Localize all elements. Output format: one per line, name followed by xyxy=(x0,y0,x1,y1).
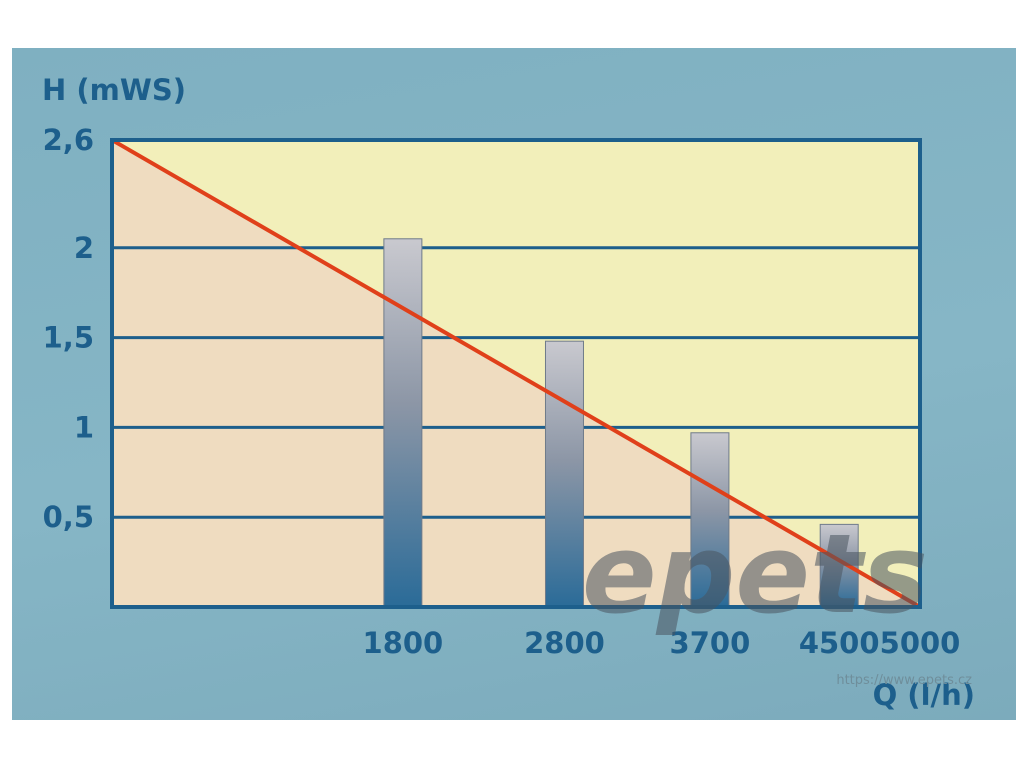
y-tick-0,5: 0,5 xyxy=(43,500,94,534)
watermark-logo: epets xyxy=(582,510,928,638)
grid-lines xyxy=(112,246,920,519)
x-tick-4500: 4500 xyxy=(799,626,880,660)
bar-3700 xyxy=(690,432,730,608)
bar-2800 xyxy=(544,340,584,608)
y-tick-1: 1 xyxy=(74,410,94,444)
y-tick-1,5: 1,5 xyxy=(43,321,94,355)
bar-group xyxy=(383,238,859,608)
plot-frame-group xyxy=(110,138,922,609)
y-tick-2,6: 2,6 xyxy=(43,123,94,157)
y-axis-label: H (mWS) xyxy=(42,73,186,107)
curve-group xyxy=(110,138,922,609)
watermark-url: https://www.epets.cz xyxy=(836,673,972,688)
bar-1800 xyxy=(383,238,423,608)
x-axis-label: Q (l/h) xyxy=(873,678,975,712)
x-tick-3700: 3700 xyxy=(670,626,751,660)
x-tick-labels: 1800 2800 3700 4500 5000 xyxy=(363,626,961,660)
plot-frame xyxy=(110,138,922,609)
y-tick-2: 2 xyxy=(74,231,94,265)
x-tick-1800: 1800 xyxy=(363,626,444,660)
head-curve-line xyxy=(110,138,922,609)
y-tick-labels: 0,5 1 1,5 2 2,6 xyxy=(43,123,94,534)
x-tick-2800: 2800 xyxy=(524,626,605,660)
x-tick-5000: 5000 xyxy=(880,626,961,660)
